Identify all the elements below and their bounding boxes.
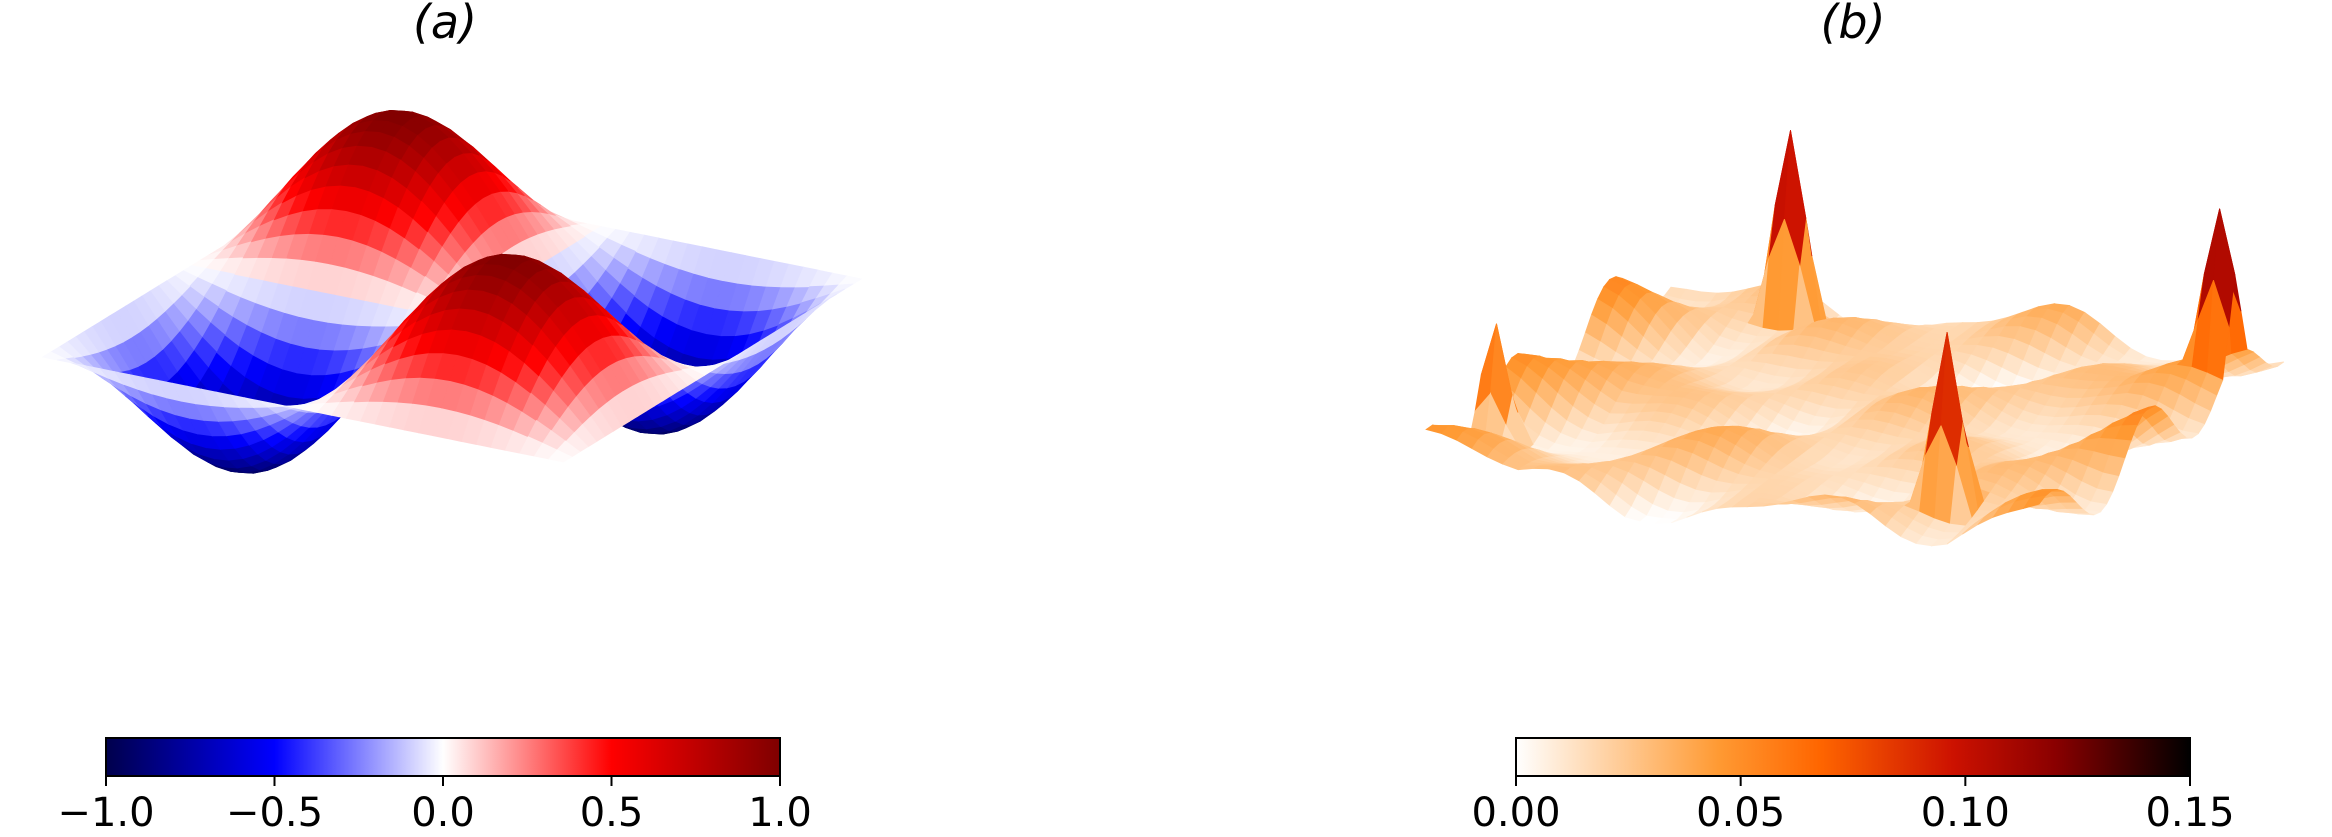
chart-a-title: (a)	[413, 0, 477, 49]
chart-b-title: (b)	[1820, 0, 1885, 49]
surface-patch	[2022, 495, 2047, 510]
colorbar-tick-label: 0.10	[1921, 790, 2010, 836]
surface-patch	[502, 303, 527, 333]
colorbar-tick-label: 0.5	[580, 790, 644, 836]
surface-a	[41, 109, 863, 474]
colorbar-tick-label: 0.00	[1471, 790, 1560, 836]
surface-patch	[548, 449, 573, 463]
colorbar-tick-label: 0.0	[411, 790, 475, 836]
colorbar-tick-label: −1.0	[57, 790, 154, 836]
colorbar-tick-label: 0.15	[2145, 790, 2234, 836]
colorbar-tick-label: 0.05	[1696, 790, 1785, 836]
surface-b	[1425, 130, 2285, 547]
colorbar-b: 0.00 0.05 0.10 0.15	[1471, 737, 2235, 836]
colorbar-a-ticks: −1.0 −0.5 0.0 0.5 1.0	[57, 776, 812, 836]
colorbar-b-ticks: 0.00 0.05 0.10 0.15	[1471, 776, 2235, 836]
colorbar-tick-label: −0.5	[226, 790, 323, 836]
colorbar-a-bar	[105, 737, 781, 777]
colorbar-a: −1.0 −0.5 0.0 0.5 1.0	[57, 737, 812, 836]
colorbar-b-bar	[1515, 737, 2191, 777]
surface-patch	[391, 159, 416, 189]
panel-b: (b) 0.00 0.05 0.10 0.15	[1425, 0, 2285, 836]
panel-a: (a) −1.0 −0.5 0.0 0.5 1.0	[41, 0, 863, 836]
colorbar-tick-label: 1.0	[748, 790, 812, 836]
